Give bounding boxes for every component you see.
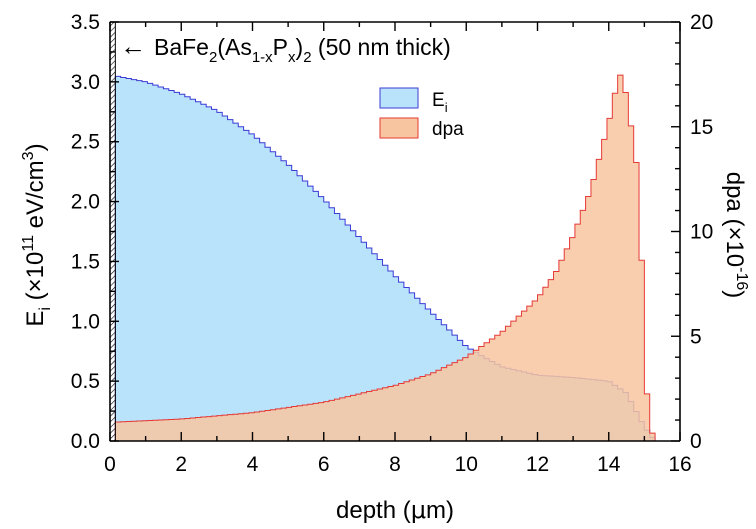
legend-label-ei: Ei: [432, 90, 448, 115]
legend-swatch-ei: [379, 87, 419, 109]
x-tick-label: 16: [668, 453, 691, 476]
legend-swatch-dpa: [379, 117, 419, 139]
legend-label-dpa: dpa: [432, 119, 464, 140]
left-y-axis-label: Ei (×1011 eV/cm3): [20, 143, 54, 326]
x-axis-label: depth (μm): [336, 496, 454, 524]
series-layer: [114, 74, 656, 442]
x-tick-label: 14: [597, 453, 621, 476]
right-y-tick-label: 20: [690, 11, 713, 34]
left-y-tick-label: 2.0: [71, 191, 100, 214]
legend: Ei dpa: [379, 87, 464, 140]
x-tick-label: 8: [389, 453, 401, 476]
x-tick-label: 2: [175, 453, 187, 476]
series-dpa-histogram: [114, 74, 656, 442]
x-tick-label: 12: [526, 453, 549, 476]
left-y-tick-label: 0.0: [71, 430, 100, 453]
right-y-tick-label: 0: [690, 430, 702, 453]
left-y-tick-label: 1.0: [71, 310, 100, 333]
left-y-tick-label: 3.5: [71, 11, 100, 34]
x-tick-label: 10: [455, 453, 478, 476]
left-y-tick-label: 2.5: [71, 131, 100, 154]
right-y-tick-label: 15: [690, 116, 713, 139]
x-tick-label: 4: [247, 453, 259, 476]
x-tick-label: 6: [318, 453, 330, 476]
left-y-tick-label: 1.5: [71, 250, 100, 273]
film-annotation: ← BaFe2(As1-xPx)2 (50 nm thick): [120, 31, 451, 66]
left-y-tick-label: 0.5: [71, 370, 100, 393]
ticks-layer: 0 2 4 6 8 10 12 14 16 0.0 0.5 1.0 1.5 2.0 2.5 3.0 3.5 0 5 1…: [71, 11, 714, 476]
right-y-tick-label: 5: [690, 325, 702, 348]
left-y-tick-label: 3.0: [71, 71, 100, 94]
right-y-tick-label: 10: [690, 221, 713, 244]
x-tick-label: 0: [104, 453, 116, 476]
right-y-axis-label: dpa (×10-16): [721, 172, 750, 299]
